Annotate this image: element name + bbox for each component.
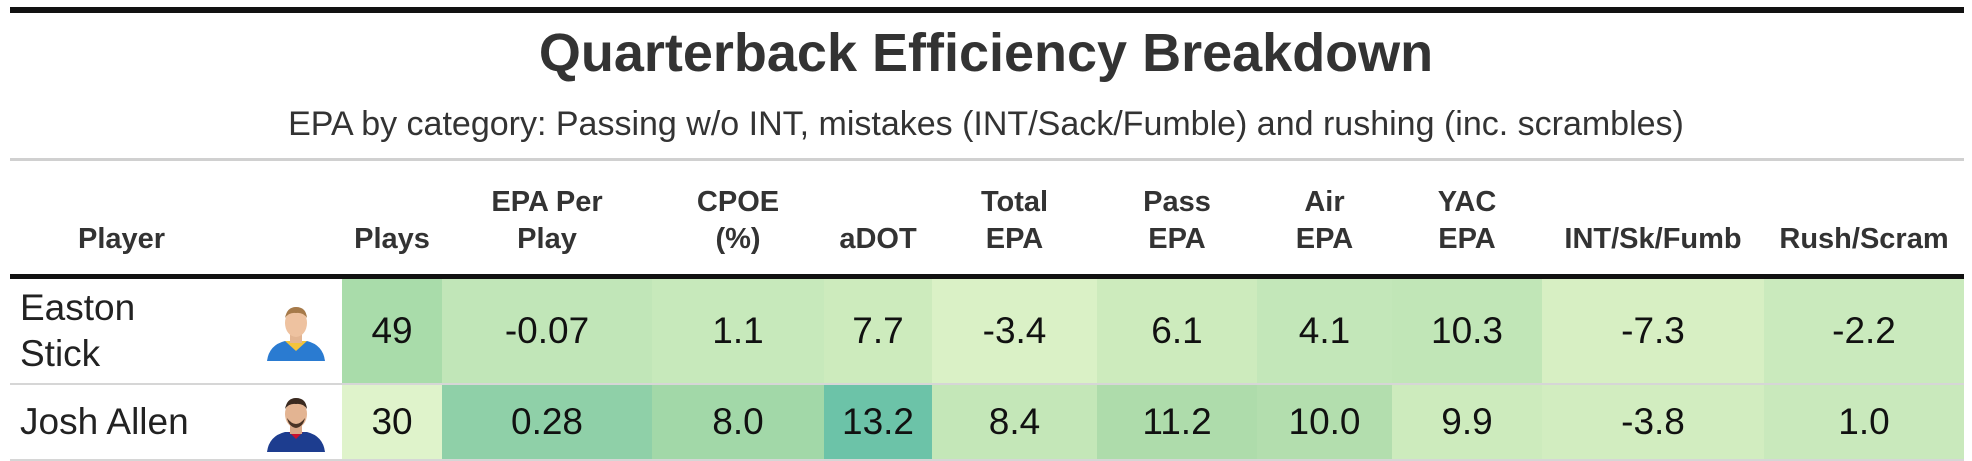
cell-total-epa: 8.4 bbox=[932, 384, 1098, 461]
table-subtitle: EPA by category: Passing w/o INT, mistak… bbox=[288, 105, 1684, 143]
cell-yac-epa: 10.3 bbox=[1392, 276, 1543, 385]
cell-air-epa: 4.1 bbox=[1257, 276, 1393, 385]
cell-int-sk-fumb: -7.3 bbox=[1542, 276, 1765, 385]
subtitle-divider bbox=[10, 158, 1964, 161]
top-rule bbox=[10, 7, 1964, 13]
cell-cpoe: 8.0 bbox=[652, 384, 825, 461]
cell-yac-epa: 9.9 bbox=[1392, 384, 1543, 461]
column-header-plays: Plays bbox=[342, 163, 443, 279]
cell-pass-epa: 6.1 bbox=[1097, 276, 1258, 385]
cell-air-epa: 10.0 bbox=[1257, 384, 1393, 461]
cell-pass-epa: 11.2 bbox=[1097, 384, 1258, 461]
headshot-cell bbox=[250, 276, 343, 385]
cell-int-sk-fumb: -3.8 bbox=[1542, 384, 1765, 461]
headshot-cell bbox=[250, 384, 343, 461]
column-header-int-sk-fumb: INT/Sk/Fumb bbox=[1542, 163, 1765, 279]
column-header-pass-epa: Pass EPA bbox=[1097, 163, 1258, 279]
player-headshot-chargers-icon bbox=[263, 301, 329, 361]
column-header-air-epa: Air EPA bbox=[1257, 163, 1393, 279]
cell-rush-scram: -2.2 bbox=[1764, 276, 1965, 385]
player-headshot-bills-icon bbox=[263, 392, 329, 452]
column-header-cpoe: CPOE (%) bbox=[652, 163, 825, 279]
cell-cpoe: 1.1 bbox=[652, 276, 825, 385]
cell-rush-scram: 1.0 bbox=[1764, 384, 1965, 461]
cell-epa-per-play: 0.28 bbox=[442, 384, 653, 461]
cell-adot: 13.2 bbox=[824, 384, 933, 461]
player-name: Josh Allen bbox=[10, 384, 250, 461]
table-row: Josh Allen 30 0.28 8.0 13.2 8.4 bbox=[10, 384, 1965, 461]
column-header-total-epa: Total EPA bbox=[932, 163, 1098, 279]
cell-epa-per-play: -0.07 bbox=[442, 276, 653, 385]
column-header-player: Player bbox=[10, 163, 343, 279]
cell-plays: 30 bbox=[342, 384, 443, 461]
header-row: Player Plays EPA Per Play CPOE (%) aDOT To… bbox=[10, 163, 1965, 279]
cell-total-epa: -3.4 bbox=[932, 276, 1098, 385]
column-header-rush-scram: Rush/Scram bbox=[1764, 163, 1965, 279]
column-header-yac-epa: YAC EPA bbox=[1392, 163, 1543, 279]
cell-plays: 49 bbox=[342, 276, 443, 385]
qb-efficiency-table: Player Plays EPA Per Play CPOE (%) aDOT To… bbox=[10, 163, 1965, 461]
table-title: Quarterback Efficiency Breakdown bbox=[538, 23, 1434, 83]
cell-adot: 7.7 bbox=[824, 276, 933, 385]
table-row: Easton Stick 49 -0.07 1.1 7.7 -3.4 6.1 bbox=[10, 276, 1965, 385]
column-header-adot: aDOT bbox=[824, 163, 933, 279]
column-header-epa-per-play: EPA Per Play bbox=[442, 163, 653, 279]
player-name: Easton Stick bbox=[10, 276, 250, 385]
